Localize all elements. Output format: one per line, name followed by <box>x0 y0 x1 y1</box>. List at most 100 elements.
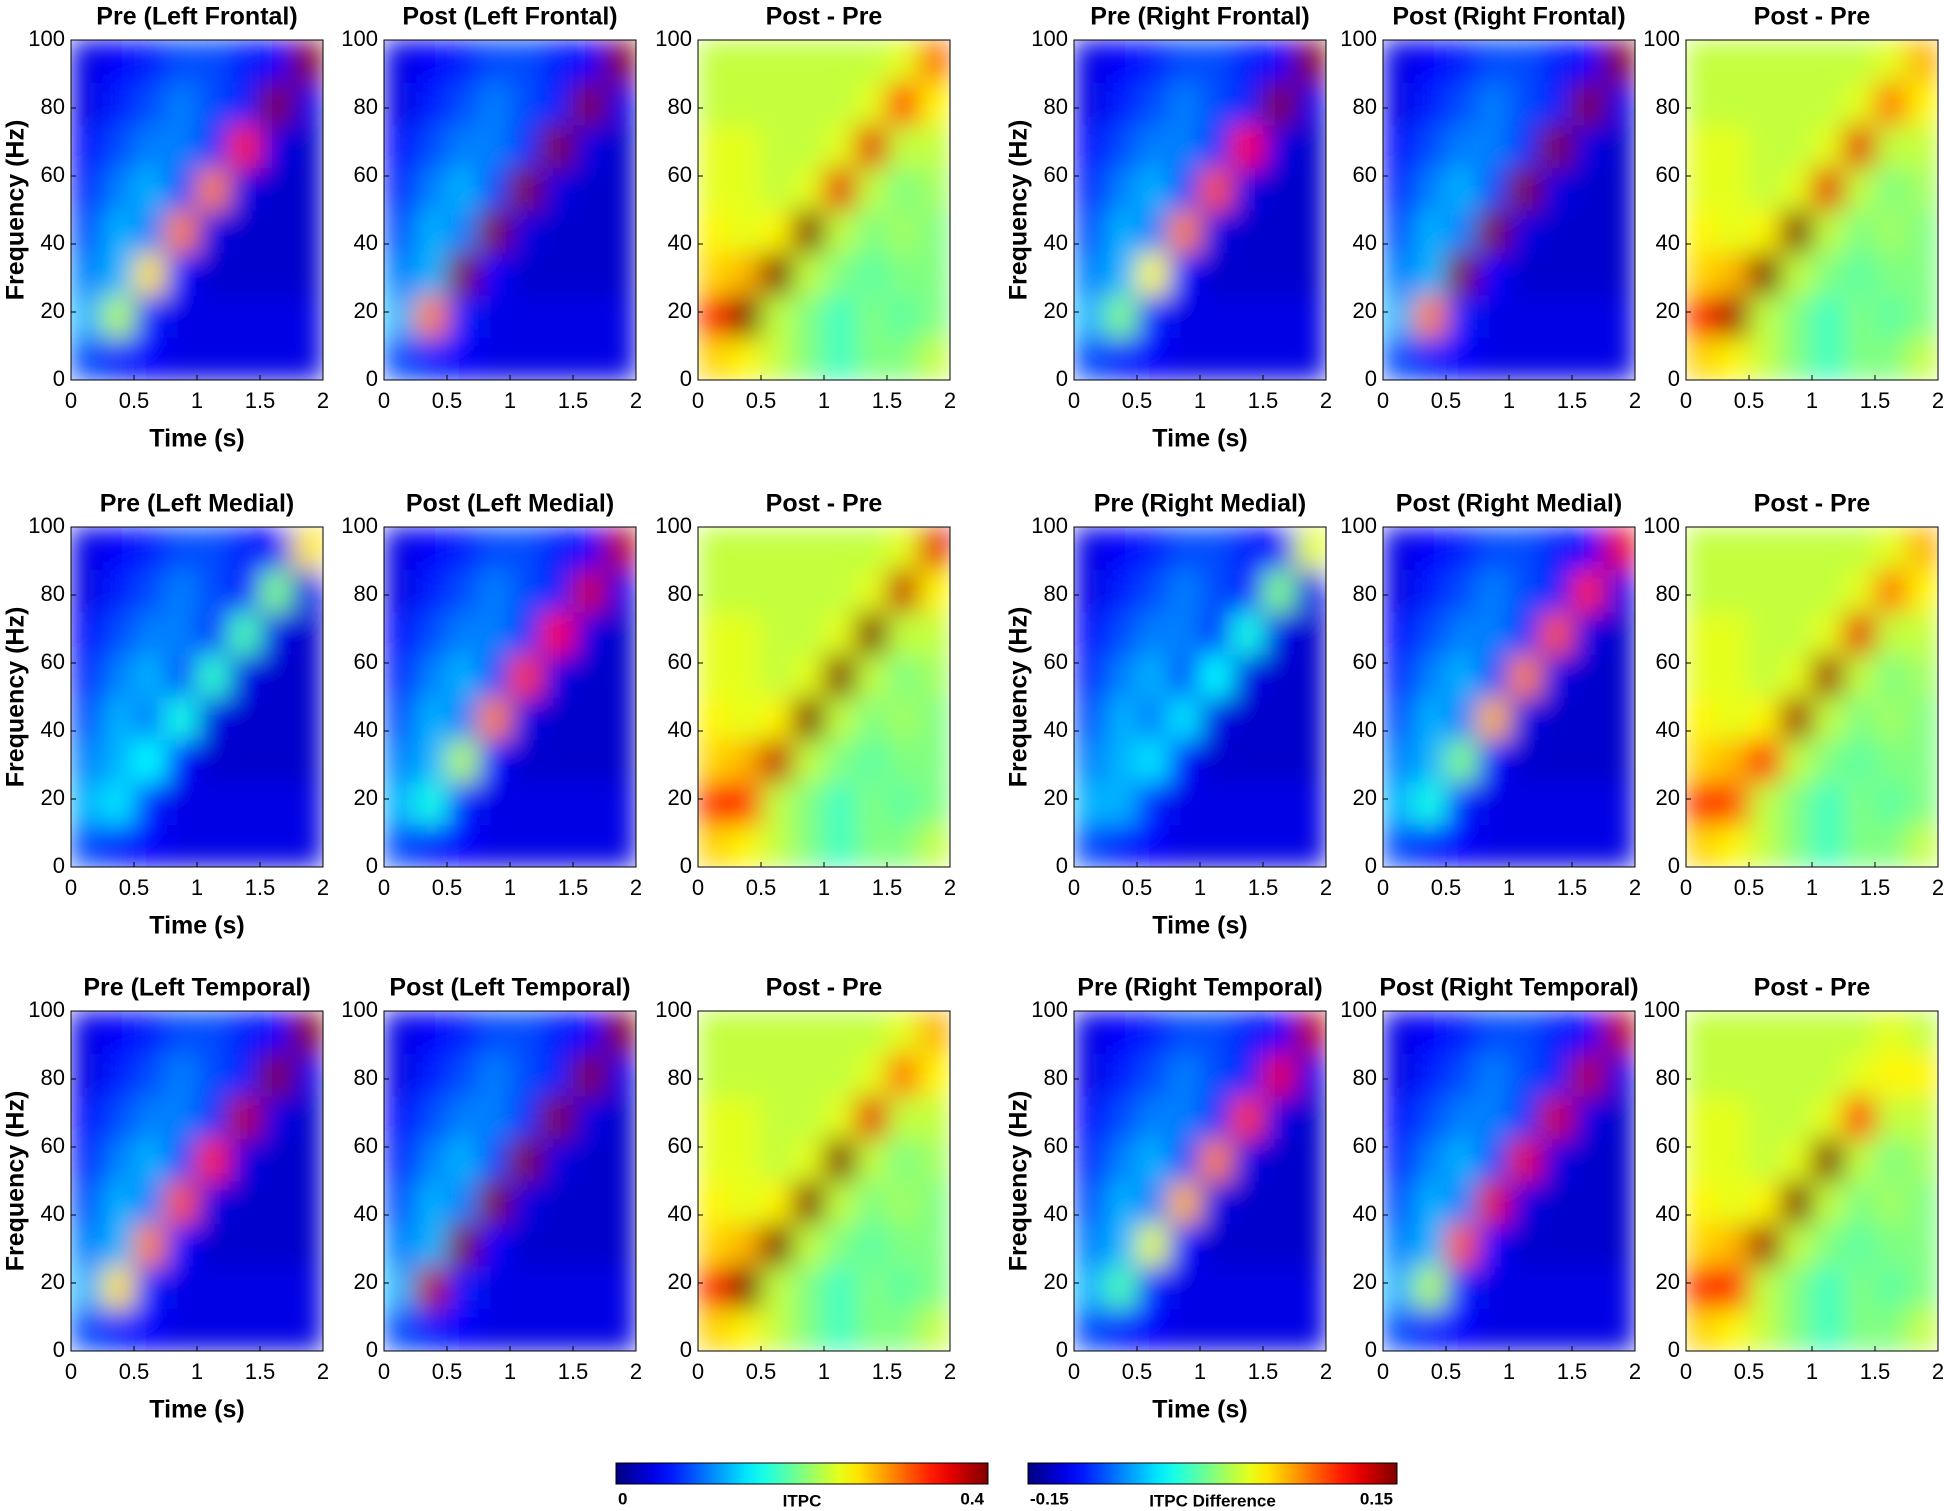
heatmap-cell <box>1168 252 1201 296</box>
heatmap-cell <box>1509 295 1541 338</box>
heatmap-cell <box>1603 612 1636 655</box>
heatmap-cell <box>1200 1011 1232 1054</box>
heatmap-cell <box>447 210 479 253</box>
heatmap-cell <box>1540 697 1573 740</box>
heatmap-cell <box>761 569 793 613</box>
heatmap-cell <box>71 527 103 570</box>
heatmap-cell <box>1780 739 1813 783</box>
x-tick-label: 0.5 <box>119 388 150 413</box>
heatmap-cell <box>1812 167 1844 211</box>
heatmap-cell <box>415 252 448 296</box>
heatmap-cell <box>887 167 919 211</box>
heatmap-cell <box>415 824 448 868</box>
heatmap-cell <box>134 654 166 698</box>
heatmap-cell <box>573 210 605 253</box>
panel-title: Post (Right Medial) <box>1396 490 1622 518</box>
heatmap-cell <box>134 1223 166 1267</box>
heatmap-cell <box>887 1053 919 1097</box>
heatmap-cell <box>1200 1223 1232 1267</box>
heatmap-cell <box>729 252 762 296</box>
heatmap-cell <box>761 337 793 381</box>
heatmap-cell <box>1717 1308 1750 1352</box>
heatmap-cell <box>447 1053 479 1097</box>
heatmap-cell <box>102 739 135 783</box>
heatmap-cell <box>1509 569 1541 613</box>
heatmap-cell <box>1168 1011 1201 1054</box>
heatmap-cell <box>510 697 542 740</box>
y-tick-label: 40 <box>41 717 65 742</box>
x-tick-label: 1 <box>504 388 516 413</box>
x-tick-label: 1.5 <box>1557 388 1588 413</box>
heatmap-cell <box>1074 1096 1106 1139</box>
heatmap-cell <box>1780 612 1813 655</box>
heatmap-cell <box>1717 527 1750 570</box>
heatmap-cell <box>1509 654 1541 698</box>
heatmap-cell <box>1294 654 1327 698</box>
heatmap-cell <box>71 782 103 825</box>
heatmap-cell <box>1717 654 1750 698</box>
heatmap-cell <box>1749 295 1781 338</box>
heatmap-cell <box>1105 569 1138 613</box>
heatmap-cell <box>887 210 919 253</box>
y-tick-label: 100 <box>1031 513 1068 538</box>
heatmap-cell <box>1383 782 1415 825</box>
heatmap-cell <box>1749 739 1781 783</box>
heatmap-cell <box>1875 1308 1907 1352</box>
y-tick-label: 60 <box>1044 162 1068 187</box>
heatmap-cell <box>197 782 229 825</box>
y-tick-label: 20 <box>668 298 692 323</box>
heatmap-cell <box>1294 337 1327 381</box>
panel-title: Post (Left Temporal) <box>389 974 630 1002</box>
x-tick-label: 1 <box>1806 875 1818 900</box>
heatmap-cell <box>604 824 637 868</box>
heatmap-cell <box>1843 295 1876 338</box>
heatmap-cell <box>1383 1053 1415 1097</box>
x-tick-label: 2 <box>944 875 956 900</box>
heatmap-cell <box>165 569 198 613</box>
heatmap-cell <box>1263 40 1295 83</box>
heatmap-cell <box>1137 1181 1169 1224</box>
heatmap-cell <box>1572 40 1604 83</box>
heatmap-cell <box>1263 612 1295 655</box>
heatmap-cell <box>102 697 135 740</box>
y-tick-label: 40 <box>668 230 692 255</box>
x-tick-label: 0 <box>65 388 77 413</box>
y-tick-label: 60 <box>668 162 692 187</box>
y-tick-label: 0 <box>1056 853 1068 878</box>
heatmap-cell <box>102 167 135 211</box>
heatmap-cell <box>1383 1266 1415 1309</box>
heatmap-cell <box>197 527 229 570</box>
heatmap-cell <box>1906 569 1939 613</box>
heatmap-cell <box>1200 1138 1232 1182</box>
heatmap-cell <box>824 252 856 296</box>
heatmap-cell <box>698 569 730 613</box>
y-tick-label: 20 <box>41 298 65 323</box>
heatmap-cell <box>197 1308 229 1352</box>
x-tick-label: 1 <box>818 875 830 900</box>
y-tick-label: 0 <box>1365 853 1377 878</box>
y-tick-label: 0 <box>1668 366 1680 391</box>
y-tick-label: 0 <box>53 853 65 878</box>
heatmap-cell <box>1200 569 1232 613</box>
heatmap-cell <box>761 1053 793 1097</box>
heatmap-cell <box>228 527 261 570</box>
heatmap-cell <box>291 824 324 868</box>
heatmap-cell <box>384 527 416 570</box>
heatmap-cell <box>824 1266 856 1309</box>
heatmap-cell <box>855 1096 888 1139</box>
y-tick-label: 60 <box>1353 1133 1377 1158</box>
heatmap-cell <box>1875 654 1907 698</box>
heatmap-cell <box>792 252 825 296</box>
heatmap-cell <box>1749 527 1781 570</box>
heatmap-cell <box>1074 654 1106 698</box>
heatmap-cell <box>510 1266 542 1309</box>
heatmap-cell <box>228 612 261 655</box>
heatmap-cell <box>1749 210 1781 253</box>
heatmap-cell <box>1509 210 1541 253</box>
heatmap-cell <box>1812 697 1844 740</box>
heatmap-cell <box>165 252 198 296</box>
heatmap-cell <box>824 1223 856 1267</box>
heatmap-cell <box>134 40 166 83</box>
heatmap-cell <box>1477 612 1510 655</box>
y-tick-label: 0 <box>680 1337 692 1362</box>
